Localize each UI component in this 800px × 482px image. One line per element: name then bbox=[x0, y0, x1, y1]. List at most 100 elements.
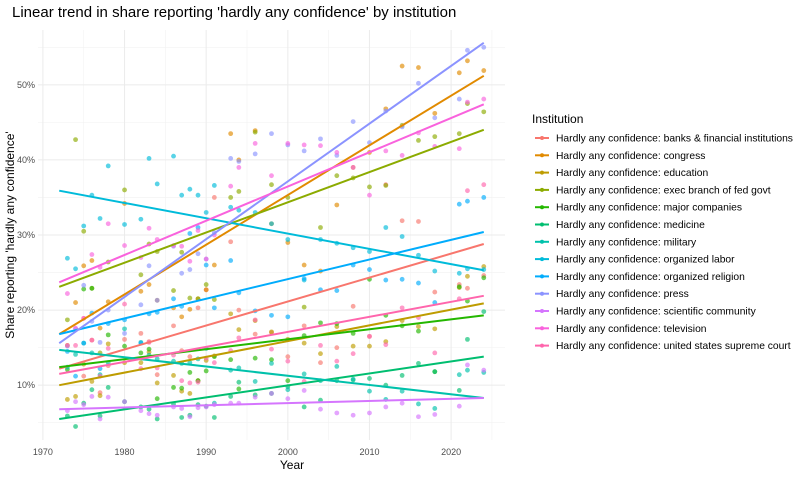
data-point bbox=[301, 304, 307, 310]
data-point bbox=[146, 282, 152, 287]
data-point bbox=[456, 270, 462, 276]
data-point bbox=[301, 404, 307, 410]
data-point bbox=[73, 137, 78, 143]
data-point bbox=[285, 314, 291, 320]
data-point bbox=[481, 68, 487, 73]
data-point bbox=[122, 187, 127, 193]
y-tick-label: 50% bbox=[17, 80, 35, 90]
data-point bbox=[334, 202, 340, 208]
data-point bbox=[367, 192, 372, 198]
legend-swatch-point bbox=[540, 309, 544, 313]
legend-swatch-point bbox=[540, 274, 544, 279]
data-point bbox=[187, 370, 193, 375]
data-point bbox=[367, 410, 372, 416]
data-point bbox=[367, 267, 372, 272]
data-point bbox=[465, 336, 470, 342]
data-point bbox=[456, 96, 462, 102]
x-tick-label: 2020 bbox=[441, 447, 461, 457]
legend-swatch-point bbox=[540, 291, 544, 296]
data-point bbox=[89, 379, 95, 384]
data-point bbox=[399, 153, 405, 158]
legend-swatch-point bbox=[540, 205, 544, 210]
data-point bbox=[138, 288, 144, 294]
data-point bbox=[367, 333, 372, 339]
data-point bbox=[252, 317, 258, 323]
data-point bbox=[73, 424, 78, 429]
data-point bbox=[228, 258, 234, 263]
data-point bbox=[236, 165, 242, 170]
data-point bbox=[73, 394, 78, 399]
data-point bbox=[228, 239, 234, 245]
trend-line bbox=[58, 243, 485, 370]
data-point bbox=[122, 330, 127, 336]
data-point bbox=[301, 340, 307, 346]
data-point bbox=[236, 307, 242, 313]
data-point bbox=[187, 354, 193, 360]
data-point bbox=[456, 70, 462, 76]
y-tick-label: 30% bbox=[17, 230, 35, 240]
data-point bbox=[432, 134, 438, 140]
data-point bbox=[318, 143, 323, 149]
legend-swatch-point bbox=[540, 239, 544, 244]
data-point bbox=[236, 189, 242, 194]
data-point bbox=[350, 165, 356, 170]
data-point bbox=[367, 343, 372, 349]
data-point bbox=[236, 207, 242, 213]
data-point bbox=[269, 131, 274, 137]
data-point bbox=[481, 367, 487, 373]
data-point bbox=[334, 410, 340, 416]
data-point bbox=[228, 195, 234, 200]
x-tick-label: 1990 bbox=[196, 447, 216, 457]
data-point bbox=[301, 371, 307, 377]
data-point bbox=[350, 376, 356, 382]
data-point bbox=[179, 406, 185, 411]
data-point bbox=[465, 273, 470, 279]
data-point bbox=[146, 263, 152, 269]
data-point bbox=[252, 394, 258, 400]
data-point bbox=[171, 323, 176, 329]
data-point bbox=[195, 379, 201, 385]
data-point bbox=[456, 131, 462, 137]
data-point bbox=[416, 219, 421, 224]
data-point bbox=[334, 173, 340, 179]
data-point bbox=[195, 251, 201, 257]
data-point bbox=[211, 297, 217, 302]
data-point bbox=[456, 403, 462, 409]
legend-swatch-point bbox=[540, 187, 544, 192]
data-point bbox=[171, 288, 176, 293]
grid bbox=[38, 30, 505, 440]
data-point bbox=[228, 131, 234, 137]
data-point bbox=[187, 231, 193, 236]
data-point bbox=[64, 317, 70, 323]
data-point bbox=[269, 182, 274, 188]
data-point bbox=[64, 397, 70, 402]
data-point bbox=[89, 387, 95, 393]
data-point bbox=[334, 288, 340, 293]
data-point bbox=[211, 262, 217, 268]
trend-line bbox=[58, 128, 485, 288]
data-point bbox=[481, 275, 487, 281]
trend-lines bbox=[58, 41, 485, 420]
data-point bbox=[211, 360, 217, 366]
legend-title: Institution bbox=[532, 112, 583, 126]
data-point bbox=[399, 305, 405, 311]
data-point bbox=[432, 110, 438, 116]
data-point bbox=[399, 400, 405, 406]
x-tick-label: 2010 bbox=[359, 447, 379, 457]
data-point bbox=[187, 186, 193, 192]
trend-line bbox=[59, 294, 484, 375]
data-point bbox=[465, 58, 470, 64]
data-point bbox=[318, 351, 323, 357]
data-point bbox=[416, 324, 421, 330]
legend-label: Hardly any confidence: scientific commun… bbox=[556, 307, 757, 318]
data-point bbox=[203, 282, 209, 287]
data-point bbox=[228, 311, 234, 317]
data-point bbox=[154, 181, 160, 187]
x-tick-label: 2000 bbox=[278, 447, 298, 457]
legend-label: Hardly any confidence: united states sup… bbox=[556, 341, 791, 352]
data-point bbox=[318, 360, 323, 366]
data-point bbox=[122, 399, 127, 405]
data-point bbox=[399, 373, 405, 378]
data-point bbox=[301, 262, 307, 268]
data-point bbox=[228, 183, 234, 189]
